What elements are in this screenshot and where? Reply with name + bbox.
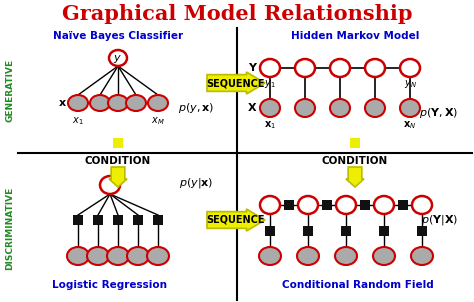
- Ellipse shape: [108, 95, 128, 111]
- Text: $\mathbf{x}_1$: $\mathbf{x}_1$: [264, 119, 276, 131]
- Ellipse shape: [67, 247, 89, 265]
- Polygon shape: [207, 209, 265, 231]
- Bar: [113, 138, 123, 148]
- Ellipse shape: [330, 59, 350, 77]
- Ellipse shape: [68, 95, 88, 111]
- Bar: [265, 226, 275, 236]
- Bar: [398, 200, 408, 210]
- Ellipse shape: [90, 95, 110, 111]
- Text: CONDITION: CONDITION: [322, 156, 388, 166]
- Bar: [284, 200, 294, 210]
- Ellipse shape: [373, 247, 395, 265]
- Bar: [379, 226, 389, 236]
- Ellipse shape: [147, 247, 169, 265]
- Text: CONDITION: CONDITION: [85, 156, 151, 166]
- Text: Hidden Markov Model: Hidden Markov Model: [291, 31, 419, 41]
- Text: $y_1$: $y_1$: [264, 78, 276, 90]
- Text: SEQUENCE: SEQUENCE: [207, 215, 265, 225]
- Ellipse shape: [126, 95, 146, 111]
- Ellipse shape: [335, 247, 357, 265]
- Text: $x_1$: $x_1$: [72, 115, 84, 127]
- Text: $p(y|\mathbf{x})$: $p(y|\mathbf{x})$: [179, 176, 213, 190]
- Ellipse shape: [365, 99, 385, 117]
- Bar: [93, 215, 103, 225]
- Text: $x_M$: $x_M$: [151, 115, 165, 127]
- Bar: [341, 226, 351, 236]
- Ellipse shape: [260, 196, 280, 214]
- Ellipse shape: [259, 247, 281, 265]
- Text: DISCRIMINATIVE: DISCRIMINATIVE: [6, 186, 15, 270]
- Ellipse shape: [260, 99, 280, 117]
- Text: GENERATIVE: GENERATIVE: [6, 59, 15, 122]
- Ellipse shape: [148, 95, 168, 111]
- Bar: [113, 215, 123, 225]
- Bar: [350, 138, 360, 148]
- Text: $y_N$: $y_N$: [403, 78, 417, 90]
- Ellipse shape: [374, 196, 394, 214]
- Ellipse shape: [109, 50, 127, 66]
- Text: SEQUENCE: SEQUENCE: [207, 78, 265, 88]
- Ellipse shape: [336, 196, 356, 214]
- Ellipse shape: [295, 59, 315, 77]
- Text: Y: Y: [248, 63, 256, 73]
- Ellipse shape: [400, 99, 420, 117]
- Ellipse shape: [295, 99, 315, 117]
- Text: X: X: [248, 103, 256, 113]
- Ellipse shape: [100, 176, 120, 194]
- Ellipse shape: [107, 247, 129, 265]
- Ellipse shape: [87, 247, 109, 265]
- Text: $p(\mathbf{Y}|\mathbf{X})$: $p(\mathbf{Y}|\mathbf{X})$: [421, 213, 458, 227]
- Polygon shape: [109, 167, 127, 187]
- Bar: [322, 200, 332, 210]
- Ellipse shape: [297, 247, 319, 265]
- Polygon shape: [207, 72, 265, 94]
- Text: y: y: [114, 53, 120, 63]
- Ellipse shape: [127, 247, 149, 265]
- Bar: [360, 200, 370, 210]
- Ellipse shape: [400, 59, 420, 77]
- Text: Logistic Regression: Logistic Regression: [53, 280, 167, 290]
- Ellipse shape: [298, 196, 318, 214]
- Bar: [303, 226, 313, 236]
- Bar: [153, 215, 163, 225]
- Text: $p(\mathbf{Y},\mathbf{X})$: $p(\mathbf{Y},\mathbf{X})$: [419, 106, 458, 120]
- Text: Conditional Random Field: Conditional Random Field: [282, 280, 434, 290]
- Bar: [133, 215, 143, 225]
- Text: x: x: [58, 98, 65, 108]
- Ellipse shape: [330, 99, 350, 117]
- Ellipse shape: [412, 196, 432, 214]
- Text: $\mathbf{x}_N$: $\mathbf{x}_N$: [403, 119, 417, 131]
- Polygon shape: [346, 167, 364, 187]
- Text: $p(y,\mathbf{x})$: $p(y,\mathbf{x})$: [178, 101, 214, 115]
- Ellipse shape: [260, 59, 280, 77]
- Text: Naïve Bayes Classifier: Naïve Bayes Classifier: [53, 31, 183, 41]
- Bar: [73, 215, 83, 225]
- Ellipse shape: [411, 247, 433, 265]
- Ellipse shape: [365, 59, 385, 77]
- Bar: [417, 226, 427, 236]
- Text: Graphical Model Relationship: Graphical Model Relationship: [62, 4, 412, 24]
